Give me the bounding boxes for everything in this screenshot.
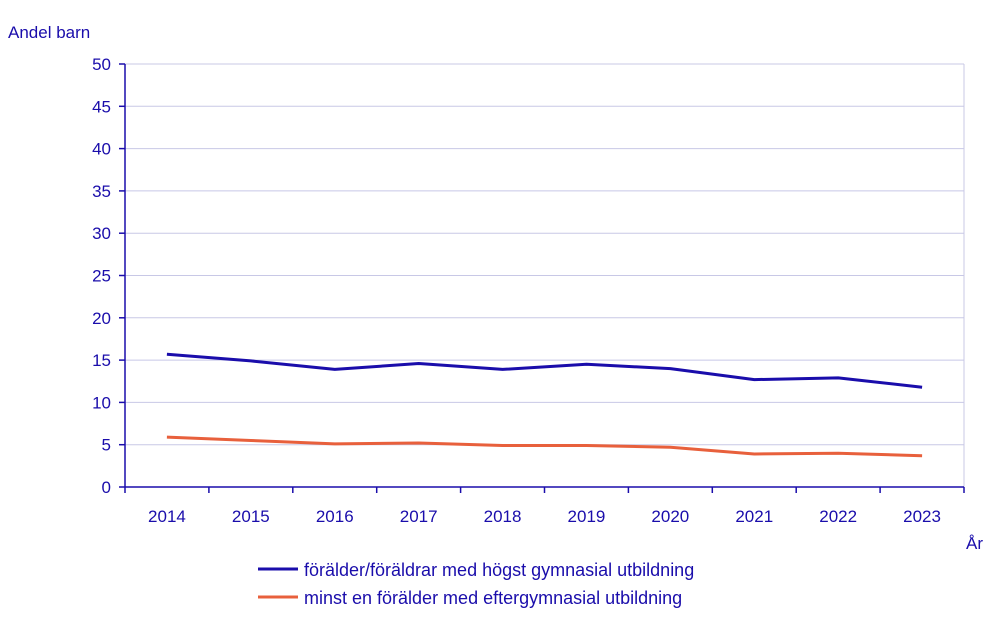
x-tick-label: 2017 (400, 507, 438, 526)
y-tick-label: 10 (92, 393, 111, 412)
legend-label-series-1: förälder/föräldrar med högst gymnasial u… (304, 560, 694, 580)
y-tick-label: 50 (92, 55, 111, 74)
y-tick-label: 20 (92, 309, 111, 328)
legend-label-series-2: minst en förälder med eftergymnasial utb… (304, 588, 682, 608)
legend: förälder/föräldrar med högst gymnasial u… (258, 560, 694, 608)
x-tick-label: 2022 (819, 507, 857, 526)
x-axis-title: År (966, 534, 983, 553)
y-tick-label: 15 (92, 351, 111, 370)
y-tick-label: 45 (92, 97, 111, 116)
series-line-2 (166, 435, 923, 458)
x-tick-label: 2014 (148, 507, 186, 526)
gridlines (125, 63, 965, 487)
y-tick-label: 30 (92, 224, 111, 243)
y-tick-labels: 0 5 10 15 20 25 30 35 40 45 50 (92, 55, 111, 497)
x-tick-label: 2020 (651, 507, 689, 526)
y-tick-label: 40 (92, 140, 111, 159)
axes (119, 63, 965, 493)
x-tick-label: 2016 (316, 507, 354, 526)
y-tick-label: 25 (92, 267, 111, 286)
series-lines (166, 352, 923, 458)
x-tick-labels: 2014 2015 2016 2017 2018 2019 2020 2021 2022 2023 (148, 507, 941, 526)
x-tick-label: 2021 (735, 507, 773, 526)
y-tick-label: 0 (102, 478, 111, 497)
x-tick-label: 2015 (232, 507, 270, 526)
y-tick-label: 5 (102, 436, 111, 455)
x-tick-label: 2018 (484, 507, 522, 526)
series-line-1 (166, 352, 923, 389)
y-axis-title: Andel barn (8, 23, 90, 42)
y-tick-label: 35 (92, 182, 111, 201)
x-tick-label: 2019 (568, 507, 606, 526)
x-tick-label: 2023 (903, 507, 941, 526)
